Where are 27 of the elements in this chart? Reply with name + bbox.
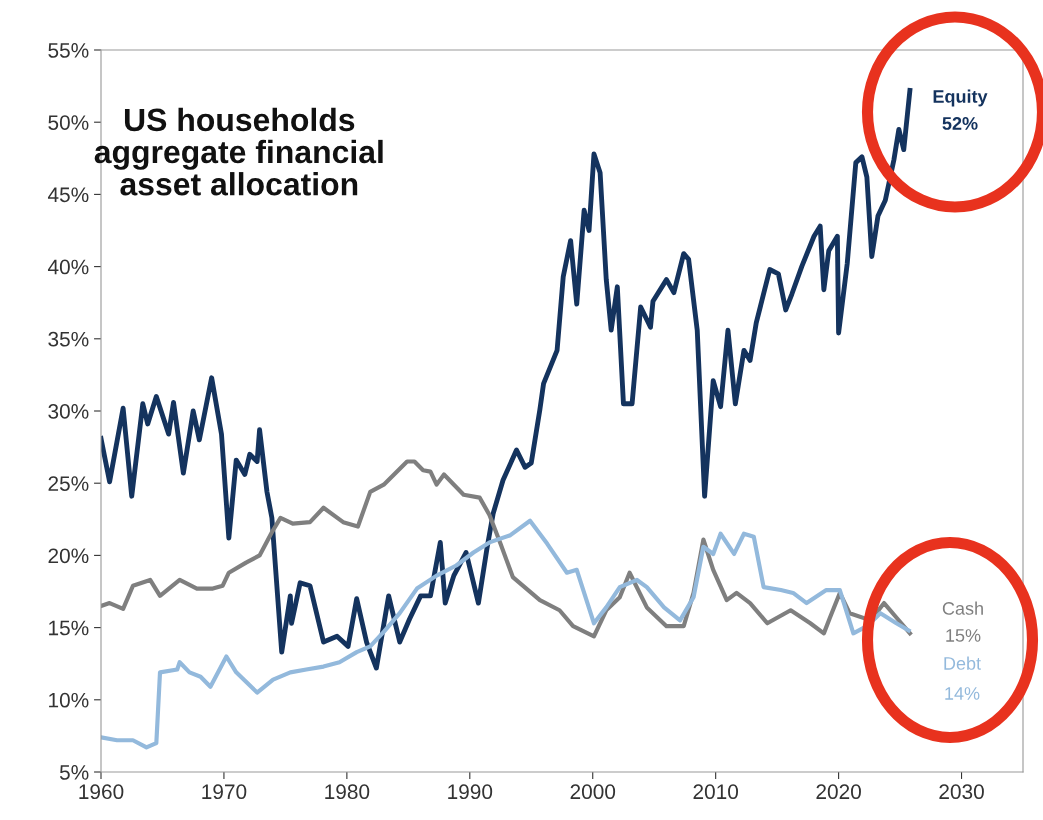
y-tick-label: 50%	[48, 115, 89, 130]
y-tick-label: 10%	[49, 692, 89, 708]
x-tick-label: 2000	[570, 784, 616, 800]
text: Debt	[944, 656, 981, 670]
text: Cash	[942, 601, 983, 615]
annotation: 52%	[942, 117, 978, 130]
y-tick-label: 55%	[48, 43, 89, 58]
x-tick-label: 1990	[448, 784, 493, 800]
y-tick-label: 5%	[59, 765, 89, 780]
y-tick-label: 35%	[48, 331, 89, 347]
annotation: 15%	[946, 629, 981, 642]
x-tick-label: 2020	[816, 784, 861, 800]
y-tick-label: 20%	[48, 548, 89, 564]
y-tick-label: 25%	[48, 476, 89, 491]
y-tick-label: 30%	[48, 404, 89, 419]
x-tick-label: 2030	[939, 784, 984, 800]
x-tick-label: 1960	[79, 784, 124, 800]
series-label: Equity	[933, 89, 988, 107]
x-tick-label: 1970	[202, 784, 247, 800]
line-series	[101, 518, 911, 750]
annotation: 14%	[945, 687, 980, 700]
x-tick-label: 1980	[325, 784, 370, 800]
y-tick-label: 45%	[47, 187, 89, 203]
x-tick-label: 2010	[693, 784, 739, 800]
y-tick-label: 15%	[49, 620, 89, 636]
y-tick-label: 40%	[47, 259, 89, 275]
text: US households aggregate financial asset allocation	[94, 107, 383, 196]
